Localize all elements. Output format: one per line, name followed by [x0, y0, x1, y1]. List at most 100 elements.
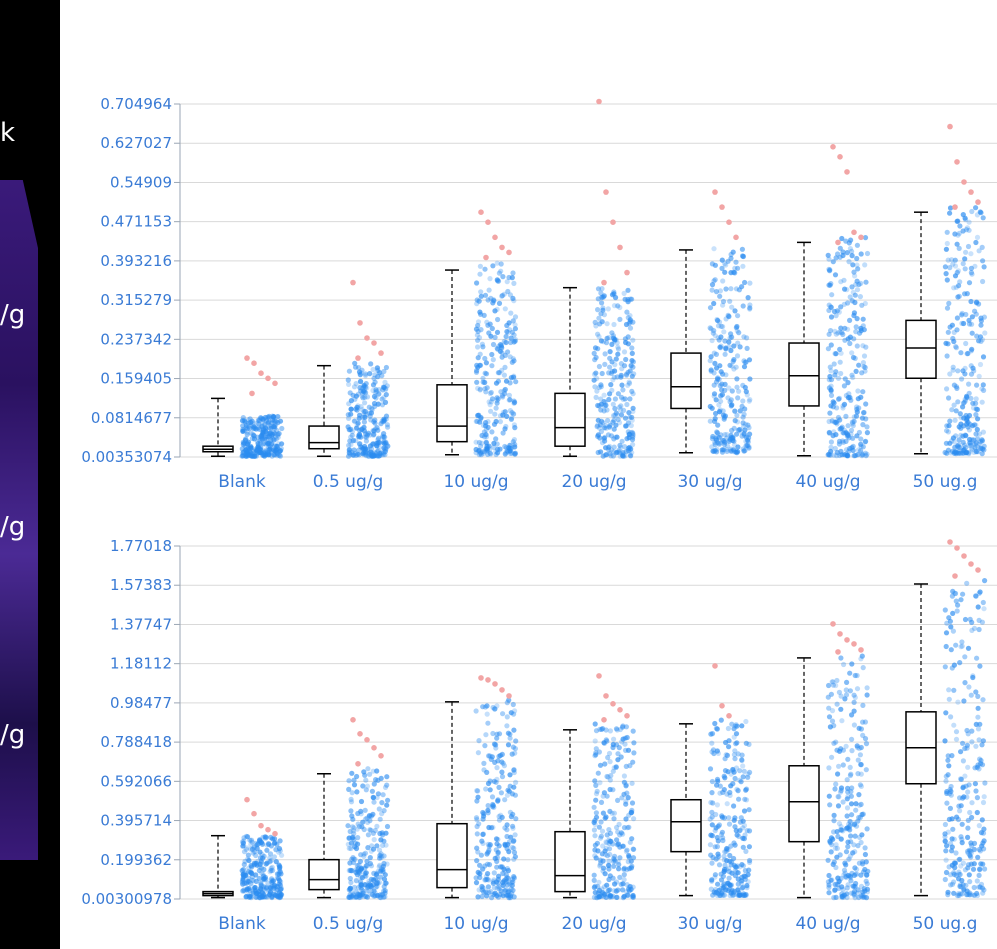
data-point — [732, 775, 738, 782]
data-point — [980, 890, 986, 896]
outlier-point — [596, 673, 602, 679]
data-point — [375, 401, 381, 407]
data-point — [512, 792, 519, 798]
data-point — [508, 310, 514, 316]
data-point — [850, 443, 856, 449]
data-point — [855, 447, 862, 453]
x-category-label: 10 ug/g — [443, 472, 508, 492]
data-point — [977, 589, 983, 595]
data-point — [973, 431, 979, 437]
box-group-1 — [202, 355, 285, 459]
data-point — [359, 426, 365, 433]
data-point — [852, 299, 858, 306]
data-point — [722, 269, 728, 275]
data-point — [835, 882, 841, 888]
data-point — [606, 858, 612, 864]
data-point — [861, 869, 867, 875]
data-point — [973, 743, 979, 749]
data-point — [263, 885, 270, 891]
data-point — [596, 363, 603, 370]
data-point — [722, 432, 728, 438]
data-point — [626, 435, 632, 441]
data-point — [490, 300, 496, 306]
data-point — [621, 866, 627, 872]
data-point — [381, 808, 387, 814]
data-point — [947, 418, 953, 424]
data-point — [944, 229, 950, 235]
data-point — [740, 763, 746, 769]
data-point — [353, 845, 360, 852]
data-point — [507, 354, 513, 360]
data-point — [737, 344, 743, 350]
data-point — [276, 452, 282, 459]
data-point — [605, 887, 611, 894]
data-point — [961, 320, 967, 327]
data-point — [737, 819, 744, 825]
data-point — [715, 317, 721, 324]
data-point — [276, 849, 282, 855]
data-point — [380, 832, 386, 838]
data-point — [958, 834, 964, 840]
data-point — [730, 358, 736, 364]
data-point — [714, 430, 721, 436]
data-point — [366, 404, 372, 410]
outlier-point — [719, 204, 725, 210]
data-point — [967, 852, 973, 858]
data-point — [363, 863, 369, 869]
data-point — [970, 365, 976, 371]
data-point — [715, 838, 721, 844]
data-point — [493, 742, 499, 748]
data-point — [838, 836, 844, 842]
data-point — [475, 869, 481, 876]
data-point — [826, 882, 832, 888]
outlier-point — [378, 753, 384, 759]
data-point — [841, 301, 847, 307]
data-point — [709, 287, 715, 293]
data-point — [614, 434, 620, 440]
data-point — [248, 895, 254, 901]
data-point — [981, 846, 987, 852]
data-point — [955, 294, 961, 300]
data-point — [357, 892, 363, 898]
data-point — [972, 847, 978, 853]
data-point — [713, 410, 719, 417]
data-point — [713, 811, 719, 818]
data-point — [727, 792, 733, 799]
data-point — [976, 737, 982, 743]
data-point — [598, 819, 604, 825]
data-point — [363, 777, 369, 783]
data-point — [743, 740, 749, 746]
data-point — [854, 866, 860, 873]
data-point — [630, 337, 636, 343]
data-point — [372, 426, 378, 432]
data-point — [976, 846, 983, 853]
data-point — [511, 874, 517, 880]
data-point — [611, 857, 618, 863]
x-category-label: Blank — [218, 914, 266, 934]
data-point — [512, 444, 518, 450]
data-point — [597, 780, 603, 786]
data-point — [948, 792, 954, 798]
data-point — [841, 383, 848, 389]
data-point — [276, 863, 282, 869]
data-point — [489, 429, 495, 435]
data-point — [720, 873, 727, 879]
data-point — [491, 885, 497, 891]
data-point — [367, 371, 373, 377]
data-point — [966, 280, 973, 286]
data-point — [348, 845, 354, 852]
data-point — [838, 746, 844, 752]
data-point — [956, 293, 962, 299]
data-point — [864, 886, 871, 892]
data-point — [966, 427, 973, 433]
data-point — [259, 436, 265, 442]
data-point — [964, 421, 970, 427]
data-point — [258, 839, 264, 846]
data-point — [844, 894, 850, 901]
data-point — [371, 893, 377, 899]
data-point — [512, 336, 519, 343]
data-point — [735, 265, 741, 271]
data-point — [951, 329, 957, 335]
data-point — [961, 886, 967, 892]
data-point — [260, 429, 266, 435]
